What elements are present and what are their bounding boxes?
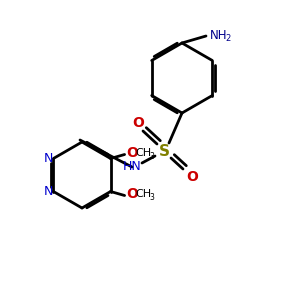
Text: HN: HN [123, 160, 141, 173]
Text: CH: CH [136, 189, 152, 199]
Text: O: O [186, 170, 198, 184]
Text: N: N [44, 185, 53, 198]
Text: O: O [132, 116, 144, 130]
Text: 3: 3 [149, 194, 154, 203]
Text: O: O [127, 147, 139, 160]
Text: O: O [127, 188, 139, 201]
Text: NH: NH [210, 29, 227, 42]
Text: 3: 3 [149, 153, 154, 162]
Text: N: N [44, 152, 53, 165]
Text: 2: 2 [226, 34, 231, 43]
Text: S: S [158, 143, 169, 158]
Text: CH: CH [136, 148, 152, 158]
